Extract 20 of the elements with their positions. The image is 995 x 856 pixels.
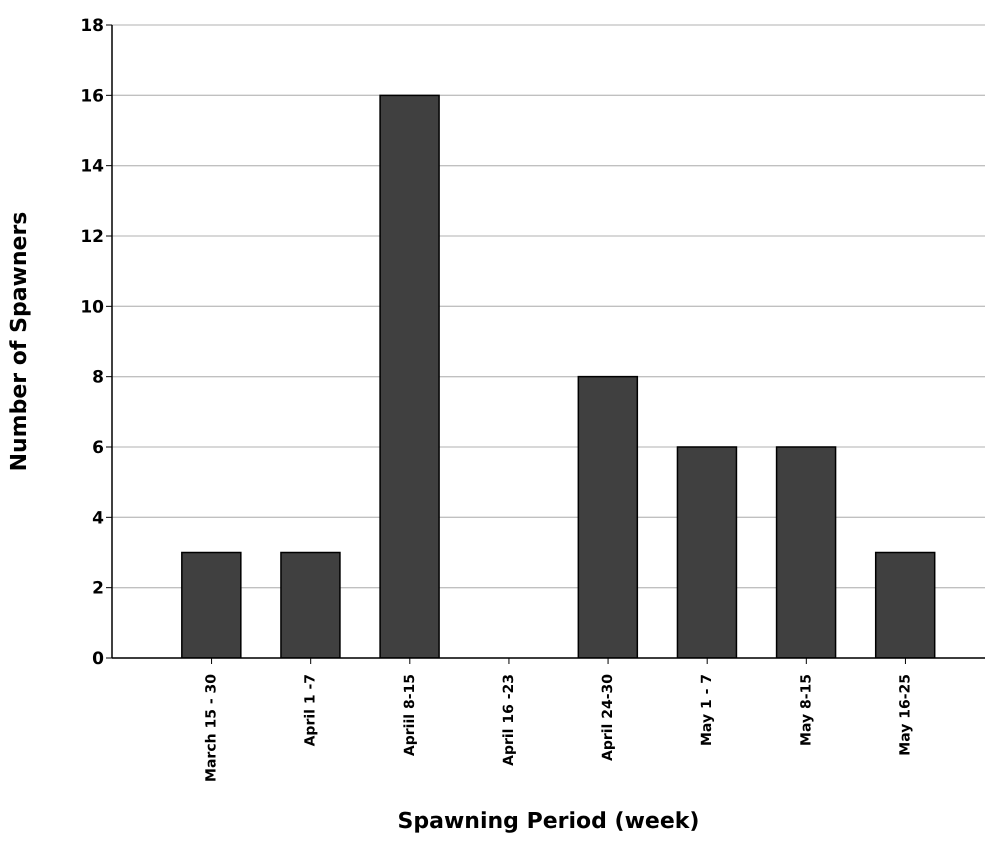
x-tick-label: May 16-25 [897,674,914,756]
y-tick-label: 0 [92,649,104,670]
y-tick-label: 2 [92,578,104,599]
y-tick-label: 12 [80,227,104,248]
y-tick-label: 16 [80,86,104,106]
x-axis-title: Spawning Period (week) [398,809,700,834]
y-axis-title: Number of Spawners [6,212,32,472]
x-tick-label: May 1 - 7 [699,674,716,746]
x-tick-label: Apriil 8-15 [402,674,418,756]
y-tick-label: 8 [92,368,104,388]
x-tick-label: April 24-30 [600,674,616,762]
x-tick-label: March 15 - 30 [204,674,220,782]
x-tick-label: April 16 -23 [500,674,517,766]
y-tick-label: 6 [92,438,104,458]
y-tick-label: 10 [80,297,104,318]
y-tick-label: 4 [92,508,104,528]
x-tick-label: May 8-15 [798,674,814,746]
x-tick-label: April 1 -7 [302,674,319,746]
y-tick-label: 14 [80,156,104,177]
y-tick-label: 18 [80,16,104,36]
